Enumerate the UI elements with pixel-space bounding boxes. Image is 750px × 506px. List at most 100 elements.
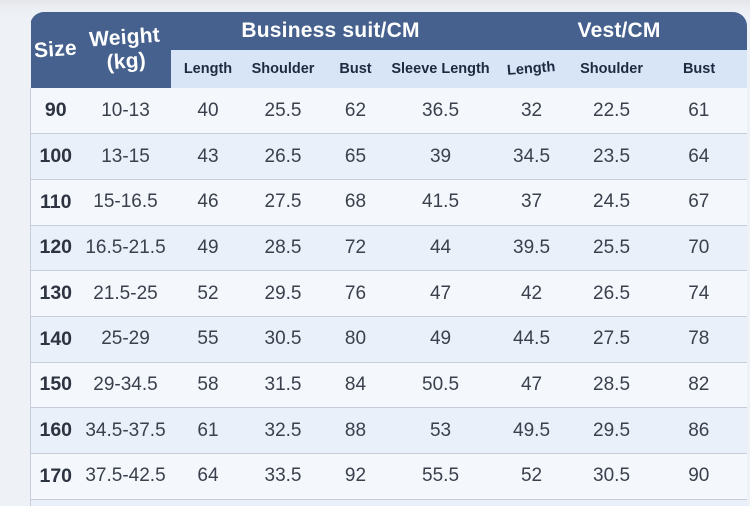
measurement-cell: 24.5 bbox=[572, 178, 651, 226]
empty-cell bbox=[320, 498, 391, 506]
measurement-cell: 22.5 bbox=[572, 88, 651, 134]
measurement-cell: 41.5 bbox=[390, 178, 491, 226]
measurement-cell: 34.5 bbox=[490, 133, 573, 180]
measurement-cell: 32 bbox=[490, 88, 573, 134]
table-header: Size Weight (kg) Business suit/CM Vest/C… bbox=[30, 12, 747, 88]
header-sub-row: Length Shoulder Bust Sleeve Length Lengt… bbox=[31, 50, 747, 88]
table-row: 110 15-16.5 46 27.5 68 41.5 37 24.5 67 bbox=[30, 178, 747, 226]
measurement-cell: 43 bbox=[170, 133, 246, 180]
weight-cell: 10-13 bbox=[80, 88, 171, 134]
size-cell: 150 bbox=[30, 361, 81, 408]
measurement-cell: 80 bbox=[320, 315, 391, 363]
empty-cell bbox=[170, 498, 246, 506]
weight-column-header: Weight (kg) bbox=[80, 12, 171, 88]
weight-column-label: Weight (kg) bbox=[88, 24, 161, 75]
measurement-cell: 53 bbox=[390, 407, 491, 454]
measurement-cell: 52 bbox=[490, 453, 573, 500]
table-row: 160 34.5-37.5 61 32.5 88 53 49.5 29.5 86 bbox=[30, 407, 747, 454]
subcolumn-header-suit-shoulder: Shoulder bbox=[245, 50, 321, 88]
subcolumn-header-suit-bust: Bust bbox=[320, 50, 391, 88]
empty-cell bbox=[390, 498, 491, 506]
size-column-label: Size bbox=[33, 36, 78, 63]
measurement-cell: 29.5 bbox=[572, 407, 651, 454]
table-row-cropped bbox=[30, 498, 747, 506]
measurement-cell: 62 bbox=[320, 88, 391, 134]
table-row: 170 37.5-42.5 64 33.5 92 55.5 52 30.5 90 bbox=[30, 453, 747, 500]
weight-cell: 15-16.5 bbox=[80, 178, 171, 226]
measurement-cell: 39 bbox=[390, 133, 491, 180]
measurement-cell: 23.5 bbox=[572, 133, 651, 180]
size-cell: 100 bbox=[30, 133, 81, 180]
measurement-cell: 46 bbox=[170, 178, 246, 226]
weight-cell: 16.5-21.5 bbox=[80, 224, 171, 271]
measurement-cell: 49 bbox=[390, 315, 491, 363]
header-group-row: Size Weight (kg) Business suit/CM Vest/C… bbox=[30, 12, 747, 88]
measurement-cell: 76 bbox=[320, 270, 391, 317]
measurement-cell: 26.5 bbox=[572, 270, 651, 317]
empty-cell bbox=[30, 498, 81, 506]
measurement-cell: 78 bbox=[650, 315, 747, 363]
table-row: 90 10-13 40 25.5 62 36.5 32 22.5 61 bbox=[30, 88, 747, 134]
measurement-cell: 30.5 bbox=[245, 315, 321, 363]
empty-cell bbox=[650, 498, 747, 506]
vest-group-header: Vest/CM bbox=[490, 12, 747, 50]
subcolumn-header-suit-length: Length bbox=[170, 50, 246, 88]
size-cell: 120 bbox=[30, 224, 81, 271]
size-cell: 130 bbox=[30, 270, 81, 317]
subcolumn-header-vest-shoulder: Shoulder bbox=[572, 50, 651, 88]
measurement-cell: 61 bbox=[650, 88, 747, 134]
measurement-cell: 26.5 bbox=[245, 133, 321, 180]
measurement-cell: 28.5 bbox=[245, 224, 321, 271]
empty-cell bbox=[245, 498, 321, 506]
measurement-cell: 92 bbox=[320, 453, 391, 500]
measurement-cell: 42 bbox=[490, 270, 573, 317]
table-row: 130 21.5-25 52 29.5 76 47 42 26.5 74 bbox=[30, 270, 747, 317]
empty-cell bbox=[80, 498, 171, 506]
weight-cell: 37.5-42.5 bbox=[80, 453, 171, 500]
measurement-cell: 68 bbox=[320, 178, 391, 226]
measurement-cell: 37 bbox=[490, 178, 573, 226]
measurement-cell: 82 bbox=[650, 361, 747, 408]
table-row: 150 29-34.5 58 31.5 84 50.5 47 28.5 82 bbox=[30, 361, 747, 408]
measurement-cell: 25.5 bbox=[572, 224, 651, 271]
measurement-cell: 36.5 bbox=[390, 88, 491, 134]
size-column-header: Size bbox=[30, 12, 81, 88]
measurement-cell: 44.5 bbox=[490, 315, 573, 363]
measurement-cell: 55 bbox=[170, 315, 246, 363]
measurement-cell: 55.5 bbox=[390, 453, 491, 500]
weight-cell: 25-29 bbox=[80, 315, 171, 363]
table-row: 120 16.5-21.5 49 28.5 72 44 39.5 25.5 70 bbox=[30, 224, 747, 271]
weight-cell: 13-15 bbox=[80, 133, 171, 180]
measurement-cell: 31.5 bbox=[245, 361, 321, 408]
measurement-cell: 58 bbox=[170, 361, 246, 408]
size-cell: 110 bbox=[30, 178, 81, 226]
size-chart-table: Size Weight (kg) Business suit/CM Vest/C… bbox=[30, 12, 747, 506]
weight-cell: 29-34.5 bbox=[80, 361, 171, 408]
size-table-body: 90 10-13 40 25.5 62 36.5 32 22.5 61 100 13-15 43 26.… bbox=[30, 88, 747, 506]
measurement-cell: 50.5 bbox=[390, 361, 491, 408]
measurement-cell: 39.5 bbox=[490, 224, 573, 271]
measurement-cell: 27.5 bbox=[245, 178, 321, 226]
measurement-cell: 49 bbox=[170, 224, 246, 271]
measurement-cell: 72 bbox=[320, 224, 391, 271]
measurement-cell: 88 bbox=[320, 407, 391, 454]
size-cell: 90 bbox=[30, 88, 81, 134]
subcolumn-header-vest-bust: Bust bbox=[650, 50, 747, 88]
measurement-cell: 90 bbox=[650, 453, 747, 500]
measurement-cell: 32.5 bbox=[245, 407, 321, 454]
measurement-cell: 33.5 bbox=[245, 453, 321, 500]
measurement-cell: 47 bbox=[490, 361, 573, 408]
empty-cell bbox=[572, 498, 651, 506]
empty-cell bbox=[490, 498, 573, 506]
size-cell: 140 bbox=[30, 315, 81, 363]
measurement-cell: 44 bbox=[390, 224, 491, 271]
measurement-cell: 84 bbox=[320, 361, 391, 408]
measurement-cell: 64 bbox=[650, 133, 747, 180]
measurement-cell: 52 bbox=[170, 270, 246, 317]
measurement-cell: 49.5 bbox=[490, 407, 573, 454]
weight-cell: 21.5-25 bbox=[80, 270, 171, 317]
measurement-cell: 67 bbox=[650, 178, 747, 226]
measurement-cell: 27.5 bbox=[572, 315, 651, 363]
measurement-cell: 70 bbox=[650, 224, 747, 271]
